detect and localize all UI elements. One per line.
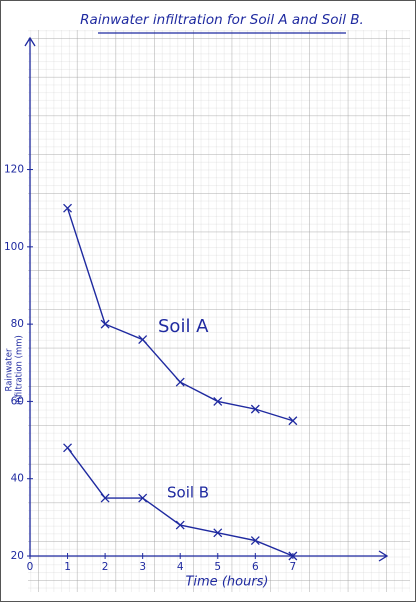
x-axis xyxy=(30,550,389,562)
y-tick-label: 80 xyxy=(11,318,24,330)
data-point xyxy=(288,416,298,426)
data-point xyxy=(250,536,260,546)
data-point xyxy=(63,443,73,453)
y-tick-label: 120 xyxy=(4,164,24,176)
grid xyxy=(28,30,410,592)
x-tick-label: 2 xyxy=(102,561,109,573)
graph-paper xyxy=(28,30,410,592)
x-tick-label: 5 xyxy=(214,561,221,573)
x-tick-label: 4 xyxy=(177,561,184,573)
data-point xyxy=(213,528,223,538)
data-point xyxy=(138,335,148,345)
data-point xyxy=(100,319,110,329)
data-point xyxy=(250,404,260,414)
y-tick-label: 100 xyxy=(4,241,24,253)
y-tick-label: 20 xyxy=(11,550,24,562)
x-tick-label: 3 xyxy=(139,561,146,573)
x-tick-label: 7 xyxy=(290,561,297,573)
data-point xyxy=(213,396,223,406)
x-axis-label: Time (hours) xyxy=(185,575,268,590)
data-point xyxy=(100,493,110,503)
y-axis xyxy=(24,36,36,556)
x-tick-label: 1 xyxy=(64,561,71,573)
data-point xyxy=(288,551,298,561)
data-point xyxy=(175,377,185,387)
y-axis-label: infiltration (mm) xyxy=(15,335,25,405)
data-point xyxy=(138,493,148,503)
y-tick-label: 40 xyxy=(11,473,24,485)
series-label: Soil B xyxy=(167,484,209,502)
chart-title: Rainwater infiltration for Soil A and So… xyxy=(80,12,364,28)
y-axis-label: Rainwater xyxy=(5,348,15,391)
x-tick-label: 0 xyxy=(27,561,34,573)
series-label: Soil A xyxy=(158,316,209,337)
data-point xyxy=(63,203,73,213)
y-tick-label: 60 xyxy=(11,395,24,407)
data-point xyxy=(175,520,185,530)
x-tick-label: 6 xyxy=(252,561,259,573)
